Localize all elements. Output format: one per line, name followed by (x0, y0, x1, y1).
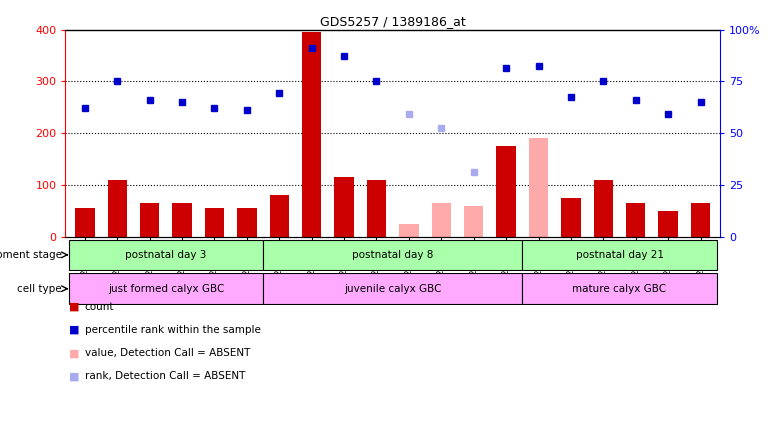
Bar (522, 274, 717, 304)
Bar (205, 209, 224, 237)
Text: value, Detection Call = ABSENT: value, Detection Call = ABSENT (85, 348, 250, 358)
Text: ■: ■ (69, 371, 80, 382)
Text: ■: ■ (69, 348, 80, 358)
Text: ■: ■ (69, 325, 80, 335)
Bar (464, 206, 484, 237)
Title: GDS5257 / 1389186_at: GDS5257 / 1389186_at (320, 16, 466, 28)
Bar (108, 180, 127, 237)
Bar (172, 203, 192, 237)
Bar (658, 211, 678, 237)
Bar (75, 209, 95, 237)
Bar (263, 239, 522, 270)
Bar (561, 198, 581, 237)
Bar (594, 180, 613, 237)
Text: count: count (85, 302, 114, 312)
Bar (270, 195, 289, 237)
Bar (69, 239, 263, 270)
Text: cell type: cell type (17, 284, 62, 294)
Bar (691, 203, 710, 237)
Bar (367, 180, 387, 237)
Text: development stage: development stage (0, 250, 62, 260)
Bar (522, 239, 717, 270)
Text: juvenile calyx GBC: juvenile calyx GBC (344, 284, 441, 294)
Text: postnatal day 21: postnatal day 21 (575, 250, 664, 260)
Bar (140, 203, 159, 237)
Bar (237, 209, 256, 237)
Text: rank, Detection Call = ABSENT: rank, Detection Call = ABSENT (85, 371, 245, 382)
Bar (529, 138, 548, 237)
Text: ■: ■ (69, 302, 80, 312)
Text: just formed calyx GBC: just formed calyx GBC (108, 284, 224, 294)
Bar (263, 274, 522, 304)
Bar (497, 146, 516, 237)
Bar (399, 224, 419, 237)
Bar (334, 177, 354, 237)
Text: postnatal day 3: postnatal day 3 (126, 250, 206, 260)
Bar (302, 32, 321, 237)
Bar (431, 203, 451, 237)
Text: postnatal day 8: postnatal day 8 (352, 250, 434, 260)
Text: percentile rank within the sample: percentile rank within the sample (85, 325, 260, 335)
Bar (69, 274, 263, 304)
Text: mature calyx GBC: mature calyx GBC (572, 284, 667, 294)
Bar (626, 203, 645, 237)
